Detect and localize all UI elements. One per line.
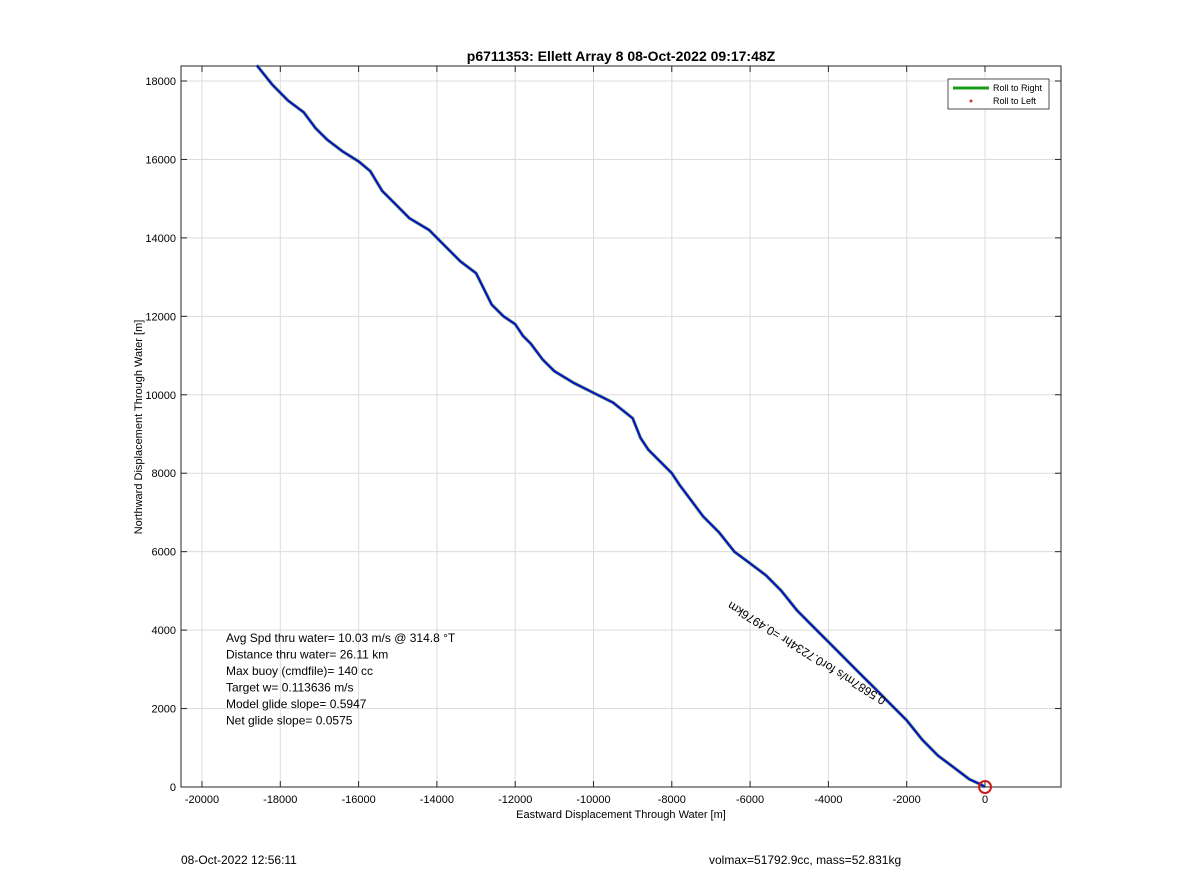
legend-roll-left-swatch [969,99,973,103]
chart-title: p6711353: Ellett Array 8 08-Oct-2022 09:… [467,48,776,64]
series-layer [255,64,986,789]
x-axis-label: Eastward Displacement Through Water [m] [516,809,726,821]
plot-grid [181,66,1061,788]
y-tick-label: 4000 [152,625,176,637]
x-tick-label: -6000 [736,794,764,806]
plot-frame [180,65,1062,788]
annotation-line: Distance thru water= 26.11 km [226,648,388,662]
path-segment-label: 0.5687m/s for0.7234hr =0.4976km [725,598,888,707]
annotation-line: Target w= 0.113636 m/s [226,681,354,695]
annotation-line: Avg Spd thru water= 10.03 m/s @ 314.8 °T [226,631,456,645]
x-tick-label: -2000 [893,794,921,806]
x-tick-label: -14000 [420,794,454,806]
tick-layer: -20000 -18000 -16000 -14000 -12000 -10000 -800… [145,66,1061,806]
y-tick-label: 2000 [152,704,176,716]
annotation-line: Max buoy (cmdfile)= 140 cc [226,664,373,678]
legend: Roll to Right Roll to Left [947,78,1050,110]
track-roll-right [255,64,986,789]
footer-timestamp: 08-Oct-2022 12:56:11 [181,853,297,867]
y-axis-label: Northward Displacement Through Water [m] [133,320,145,535]
x-tick-label: -10000 [576,794,610,806]
x-tick-label: 0 [982,794,988,806]
legend-box [947,78,1050,110]
start-marker [978,780,992,794]
y-tick-label: 0 [170,782,176,794]
annotation-block: Avg Spd thru water= 10.03 m/s @ 314.8 °T… [226,631,456,728]
x-tick-label: -4000 [814,794,842,806]
y-tick-label: 6000 [152,547,176,559]
y-tick-label: 12000 [145,311,176,323]
annotation-line: Net glide slope= 0.0575 [226,714,353,728]
x-tick-label: -16000 [341,794,375,806]
legend-roll-right-label: Roll to Right [993,83,1043,93]
annotation-line: Model glide slope= 0.5947 [226,697,367,711]
track-line [255,64,986,788]
x-tick-label: -12000 [498,794,532,806]
y-tick-label: 10000 [145,390,176,402]
y-tick-label: 8000 [152,468,176,480]
x-tick-label: -20000 [185,794,219,806]
y-tick-label: 18000 [145,76,176,88]
legend-roll-left-label: Roll to Left [993,96,1037,106]
y-tick-label: 14000 [145,233,176,245]
x-tick-label: -8000 [658,794,686,806]
x-tick-label: -18000 [263,794,297,806]
y-tick-label: 16000 [145,154,176,166]
footer-mass-info: volmax=51792.9cc, mass=52.831kg [709,853,902,867]
